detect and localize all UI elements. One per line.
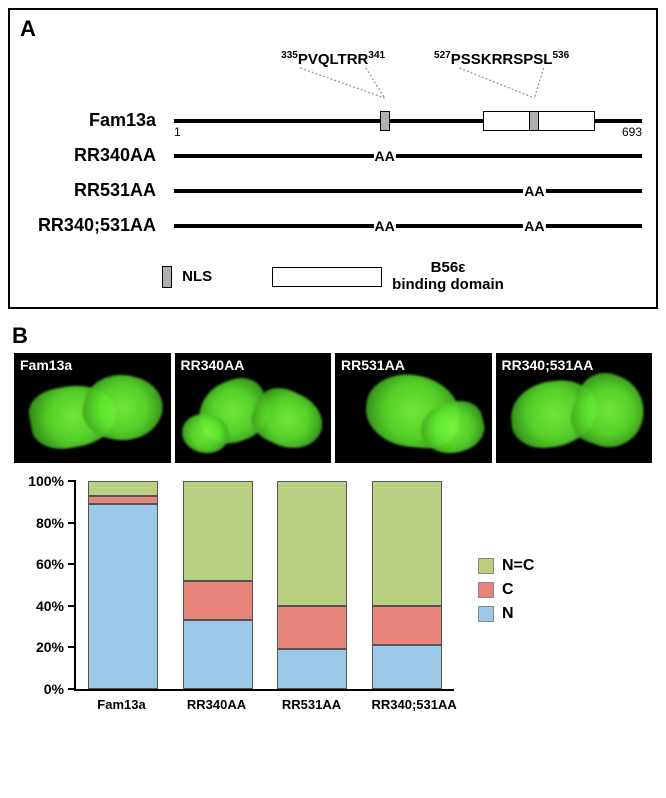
cell-image-label: RR340;531AA: [502, 357, 594, 373]
aa-label: AA: [373, 218, 395, 234]
diagram-row: RR340AA AA: [24, 145, 642, 166]
chart-bars: [76, 481, 454, 689]
ytick-label: 40%: [36, 598, 76, 614]
ytick-label: 100%: [28, 473, 76, 489]
chart-bar-segment: [277, 649, 347, 689]
legend-text: C: [502, 581, 514, 599]
chart-bar-segment: [183, 581, 253, 621]
chart-bar: [372, 481, 442, 689]
legend-nls: NLS: [162, 266, 212, 288]
seq-label-track: 335PVQLTRR341 527PSSKRRSPSL536: [174, 50, 642, 96]
nls-box: [529, 111, 539, 131]
chart-bar: [88, 481, 158, 689]
cell-image-label: RR340AA: [181, 357, 245, 373]
legend-b56-line2: binding domain: [392, 277, 504, 294]
chart-xlabel: RR531AA: [277, 691, 347, 721]
diagram-row-label: RR531AA: [24, 180, 174, 201]
chart-xlabels: Fam13a RR340AA RR531AA RR340;531AA: [74, 691, 454, 721]
legend-swatch: [478, 558, 494, 574]
cell-image-label: RR531AA: [341, 357, 405, 373]
diagram-row-label: RR340AA: [24, 145, 174, 166]
legend-nls-swatch: [162, 266, 172, 288]
aa-label: AA: [523, 183, 545, 199]
cell-image-row: Fam13a RR340AA RR531AA RR340;531AA: [14, 353, 652, 463]
cell-image: RR340AA: [175, 353, 332, 463]
legend-text: N: [502, 605, 514, 623]
chart-legend-item: C: [478, 581, 534, 599]
nls-box: [380, 111, 390, 131]
seq-connectors: [174, 50, 642, 96]
diagram-row-label: RR340;531AA: [24, 215, 174, 236]
chart-legend-item: N: [478, 605, 534, 623]
cell-image: RR531AA: [335, 353, 492, 463]
chart-bar-segment: [372, 606, 442, 646]
chart-legend: N=C CN: [478, 551, 534, 629]
diagram-row: RR340;531AA AA AA: [24, 215, 642, 236]
legend-swatch: [478, 582, 494, 598]
cell-image: Fam13a: [14, 353, 171, 463]
chart-bar-segment: [183, 620, 253, 689]
cell-image-label: Fam13a: [20, 357, 72, 373]
panel-a: A 335PVQLTRR341 527PSSKRRSPSL536 Fam13a1…: [8, 8, 658, 309]
panel-b-letter: B: [12, 323, 28, 349]
ytick-label: 20%: [36, 639, 76, 655]
chart-wrap: Percentage of cells 0%20%40%60%80%100% F…: [14, 481, 652, 721]
panel-a-letter: A: [20, 16, 36, 42]
chart-bar-segment: [277, 606, 347, 650]
legend-nls-label: NLS: [182, 268, 212, 285]
chart-bar-segment: [372, 481, 442, 606]
aa-label: AA: [523, 218, 545, 234]
diagram-row: RR531AA AA: [24, 180, 642, 201]
ytick-label: 80%: [36, 515, 76, 531]
chart-bar-segment: [88, 481, 158, 496]
panel-a-legend: NLS B56ε binding domain: [24, 260, 642, 293]
end-num: 693: [622, 125, 642, 139]
legend-swatch: [478, 606, 494, 622]
chart-area: Percentage of cells 0%20%40%60%80%100% F…: [14, 481, 454, 721]
aa-label: AA: [373, 148, 395, 164]
chart-bar-segment: [183, 481, 253, 581]
legend-b56-line1: B56ε: [392, 260, 504, 277]
legend-b56: B56ε binding domain: [272, 260, 504, 293]
cell-image: RR340;531AA: [496, 353, 653, 463]
chart-bar: [277, 481, 347, 689]
panel-b: B Fam13aRR340AARR531AARR340;531AA Percen…: [8, 323, 658, 725]
diagram-row-label: Fam13a: [24, 110, 174, 131]
ytick-label: 60%: [36, 556, 76, 572]
chart-xlabel: RR340AA: [182, 691, 252, 721]
chart-bar-segment: [372, 645, 442, 689]
chart-xlabel: Fam13a: [87, 691, 157, 721]
panel-a-diagram: 335PVQLTRR341 527PSSKRRSPSL536 Fam13a169…: [24, 50, 642, 293]
chart-xlabel: RR340;531AA: [372, 691, 442, 721]
diagram-row: Fam13a1693: [24, 110, 642, 131]
ytick-label: 0%: [44, 681, 76, 697]
chart-bar: [183, 481, 253, 689]
chart-plot: 0%20%40%60%80%100%: [74, 481, 454, 691]
chart-bar-segment: [277, 481, 347, 606]
chart-legend-item: N=C: [478, 557, 534, 575]
chart-bar-segment: [88, 496, 158, 504]
chart-bar-segment: [88, 504, 158, 689]
legend-text: N=C: [502, 557, 534, 575]
start-num: 1: [174, 125, 181, 139]
legend-b56-swatch: [272, 267, 382, 287]
